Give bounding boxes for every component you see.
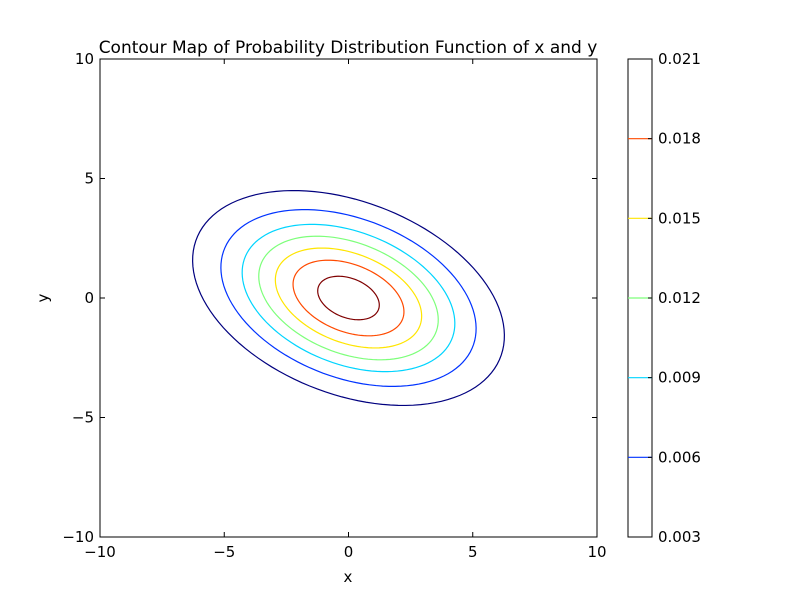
contour-level-1 (220, 209, 477, 387)
y-axis-label: y (34, 293, 52, 302)
contour-level-6 (317, 275, 380, 321)
x-axis-ticks: −10 −5 0 5 10 (84, 59, 607, 561)
colorbar-tick-label: 0.018 (658, 130, 701, 148)
contour-level-5 (292, 259, 405, 337)
contour-level-2 (241, 223, 456, 373)
plot-frame (99, 58, 598, 538)
colorbar-tick-label: 0.012 (658, 289, 701, 307)
colorbar-tick-label: 0.003 (658, 528, 701, 546)
colorbar: 0.003 0.006 0.009 0.012 0.015 0.018 0.021 (627, 50, 701, 546)
x-tick-label: −10 (84, 543, 116, 561)
y-tick-label: 0 (84, 289, 94, 307)
colorbar-tick-label: 0.021 (658, 50, 701, 68)
colorbar-ticks: 0.003 0.006 0.009 0.012 0.015 0.018 0.021 (648, 50, 701, 546)
x-tick-label: 5 (468, 543, 478, 561)
contour-level-4 (274, 247, 423, 349)
y-tick-label: −5 (72, 409, 94, 427)
chart-title: Contour Map of Probability Distribution … (99, 38, 598, 58)
y-tick-label: 5 (84, 170, 94, 188)
colorbar-tick-label: 0.015 (658, 209, 701, 227)
contour-level-3 (258, 235, 439, 361)
y-tick-label: 10 (75, 50, 94, 68)
y-tick-label: −10 (62, 528, 94, 546)
plot-area: −10 −5 0 5 10 −10 −5 0 5 10 (62, 50, 606, 561)
y-axis-ticks: −10 −5 0 5 10 (62, 50, 597, 546)
colorbar-tick-label: 0.009 (658, 369, 701, 387)
x-tick-label: −5 (213, 543, 235, 561)
colorbar-tick-label: 0.006 (658, 448, 701, 466)
x-axis-label: x (344, 568, 353, 586)
x-tick-label: 10 (587, 543, 606, 561)
contour-level-0 (192, 189, 505, 407)
contour-lines (192, 189, 505, 407)
x-tick-label: 0 (344, 543, 354, 561)
